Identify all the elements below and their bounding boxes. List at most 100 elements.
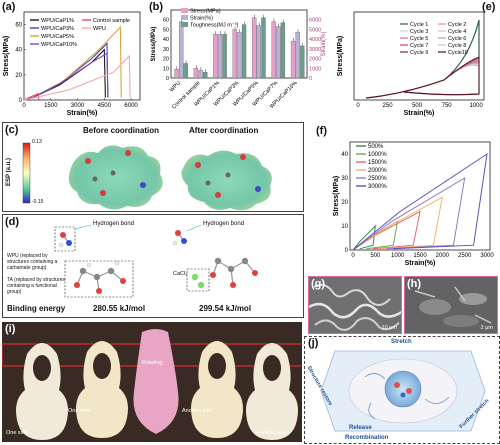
x-axis-label: Strain(%) — [405, 260, 436, 267]
atoms-left — [58, 232, 126, 294]
panel-label-d: (d) — [5, 216, 20, 228]
x-tick-label: 1000 — [391, 253, 405, 259]
y-tick-label: 40 — [15, 48, 22, 54]
y-tick-label-left: 40 — [163, 37, 169, 43]
sem-image-h — [405, 277, 497, 333]
x-tick-label: 500 — [412, 103, 423, 109]
y-tick-label-right: 3000 — [309, 47, 321, 53]
bar — [198, 70, 203, 79]
bar — [222, 34, 227, 79]
cycle-curve — [352, 210, 421, 251]
ca-highlight-box — [186, 268, 210, 292]
y-axis-label-right: Strain(%) — [321, 31, 327, 56]
legend-label: 1500% — [368, 160, 387, 166]
panel-label-c: (c) — [5, 124, 19, 136]
caption-1: One side — [6, 430, 29, 436]
panel-i: (i) One side One side Rotating Another s… — [2, 322, 302, 442]
legend-label: Toughness(MJ m⁻³) — [190, 23, 239, 29]
balloon-1 — [16, 343, 68, 440]
panel-label-f: (f) — [316, 125, 327, 137]
y-tick-label-left: 60 — [163, 18, 169, 24]
chart-a: 0 1500 3000 4500 6000 0 20 40 60 Strain(%) Stress(… — [3, 11, 141, 117]
panel-label-j: (j) — [308, 337, 319, 349]
scale-bar-g: 10 μm — [381, 325, 397, 331]
y-axis-label: Stress(MPa) — [333, 176, 340, 216]
bar — [213, 34, 218, 79]
legend-label: Cycle 5 — [410, 36, 428, 42]
bar — [183, 63, 188, 79]
bar — [252, 17, 257, 79]
scale-bar-h: 2 μm — [480, 325, 493, 331]
y-tick-label-left: 30 — [163, 47, 169, 53]
balloon-3 — [133, 329, 179, 434]
esp-colorbar — [22, 142, 31, 204]
bar — [280, 22, 286, 79]
legend-label: Cycle 2 — [448, 22, 466, 28]
y-axis-label: Stress(MPa) — [337, 36, 344, 76]
legend-label: 2000% — [368, 168, 387, 174]
legend-label: WPU/CaP10% — [41, 42, 77, 48]
x-tick-label: 2500 — [458, 253, 472, 259]
x-tick-label: 0 — [356, 103, 360, 109]
panel-e: (e) 0 250 500 750 1000 Strain(%) Stress(MPa) Cy… — [334, 0, 500, 118]
molecule-before — [68, 145, 163, 210]
x-tick-label: WPU — [169, 80, 182, 93]
y-axis-label: Stress(MPa) — [3, 36, 10, 76]
bar — [193, 68, 199, 79]
cycle-curve — [352, 196, 444, 251]
sem-image-g — [309, 277, 401, 333]
esp-min-label: -0.15 — [32, 199, 44, 205]
cacl2-label: CaCl₂ — [173, 271, 188, 277]
series-line — [23, 54, 131, 101]
series-line — [23, 42, 109, 101]
molecular-models — [54, 224, 258, 298]
bar — [174, 69, 179, 79]
caption-4: Another side — [182, 408, 213, 414]
y-tick-label-right: 4000 — [309, 37, 321, 43]
panel-label-b: (b) — [149, 1, 164, 13]
panel-b: (b) 0 10 20 30 40 50 60 0 1000 2000 3000 4000 5000 60… — [147, 0, 332, 118]
panel-g: (g) 10 μm — [308, 276, 402, 334]
x-tick-label: 0 — [22, 103, 26, 109]
cycle-curve — [352, 152, 488, 251]
cycle-curve — [352, 177, 466, 251]
atoms-right — [172, 230, 258, 289]
y-tick-label-right: 0 — [309, 76, 312, 82]
hbond-label-2: Hydrogen bond — [203, 221, 245, 227]
x-tick-label: 6000 — [124, 103, 138, 109]
legend-label: Cycle10 — [448, 50, 468, 56]
x-tick-label: 1000 — [470, 103, 484, 109]
y-tick-label-right: 2000 — [309, 57, 321, 63]
x-tick-label: 3000 — [480, 253, 494, 259]
plot-frame — [349, 141, 491, 251]
x-tick-label: 1500 — [44, 103, 58, 109]
legend-label: WPU/CaP5% — [41, 34, 74, 40]
panel-c: (c) Before coordination After coord — [2, 122, 304, 212]
panel-label-i: (i) — [5, 323, 16, 335]
esp-axis-label: ESP (a.u.) — [5, 158, 12, 186]
series-line — [23, 92, 40, 101]
legend-label: Strain(%) — [190, 16, 213, 22]
bar — [217, 34, 223, 79]
cycle-curve — [365, 56, 480, 99]
bar — [237, 32, 242, 79]
legend-label: 1000% — [368, 152, 387, 158]
y-axis-label-left: Stress(MPa) — [151, 27, 157, 62]
label-recombination: Recombination — [345, 435, 389, 441]
panel-a: (a) 0 1500 3000 4500 6000 0 20 40 60 Strain(%) Str… — [0, 0, 145, 118]
caption-5: Another side — [256, 430, 287, 436]
y-tick-label-right: 6000 — [309, 18, 321, 24]
bar — [241, 24, 247, 79]
cycle-curve — [365, 63, 480, 99]
model-left — [62, 234, 124, 292]
ta-note: TA (replaced by structures containing a … — [7, 277, 65, 295]
x-tick-label: 3000 — [71, 103, 85, 109]
legend-label: Cycle 3 — [410, 29, 428, 35]
y-tick-label-left: 20 — [163, 57, 169, 63]
x-tick-label: 500 — [370, 253, 381, 259]
y-tick-label-left: 10 — [163, 66, 169, 72]
legend-label: 500% — [368, 144, 384, 150]
balloon-5 — [246, 343, 298, 440]
bar — [261, 17, 266, 79]
legend-swatch — [181, 8, 188, 13]
